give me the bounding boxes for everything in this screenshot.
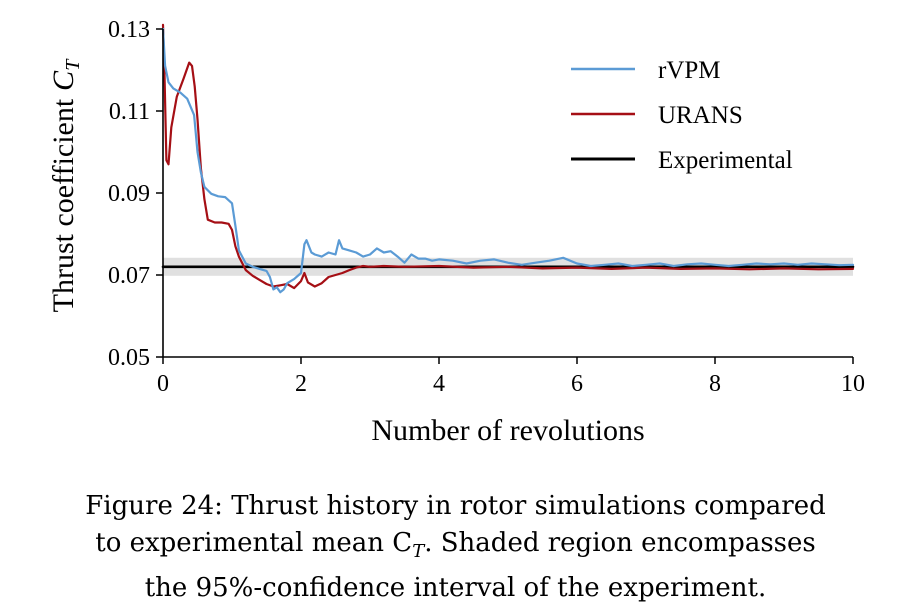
x-tick-label: 2 xyxy=(295,371,307,397)
x-axis-title: Number of revolutions xyxy=(371,414,644,447)
caption-line-2-start: to experimental mean C xyxy=(95,528,413,558)
figure-caption: Figure 24: Thrust history in rotor simul… xyxy=(0,488,911,607)
series-line-urans xyxy=(161,23,855,290)
y-axis-title: Thrust coefficient CT xyxy=(47,58,84,313)
axes-layer xyxy=(162,29,853,358)
legend-label-urans: URANS xyxy=(658,102,743,129)
x-tick-label: 10 xyxy=(841,371,865,397)
y-tick-label: 0.13 xyxy=(108,17,150,43)
caption-subscript: T xyxy=(412,541,425,563)
legend-label-rvpm: rVPM xyxy=(658,57,721,84)
series-layer xyxy=(161,23,855,294)
series-line-rvpm xyxy=(161,27,855,294)
chart: 0 2 4 6 8 10 0.05 0.07 0.09 0.11 0.13 Number of re… xyxy=(47,17,865,447)
y-tick-label: 0.11 xyxy=(109,99,150,125)
x-tick-label: 4 xyxy=(433,371,445,397)
caption-line-1: Figure 24: Thrust history in rotor simul… xyxy=(85,491,826,521)
y-axis-title-text: Thrust coefficient xyxy=(47,98,80,312)
y-axis-title-symbol: C xyxy=(47,70,80,91)
caption-line-3: the 95%-confidence interval of the exper… xyxy=(144,573,767,604)
x-tick-label: 8 xyxy=(709,371,721,397)
x-tick-label: 6 xyxy=(571,371,583,397)
tick-layer: 0 2 4 6 8 10 0.05 0.07 0.09 0.11 0.13 xyxy=(108,17,865,397)
y-tick-label: 0.07 xyxy=(108,263,150,289)
caption-line-2-end: . Shaded region encompasses xyxy=(424,528,816,558)
y-tick-label: 0.05 xyxy=(108,345,150,371)
x-tick-label: 0 xyxy=(157,371,169,397)
legend: rVPM URANS Experimental xyxy=(571,57,793,174)
y-tick-label: 0.09 xyxy=(108,181,150,207)
caption-line-2: to experimental mean CT. Shaded region e… xyxy=(0,525,911,570)
legend-label-experimental: Experimental xyxy=(658,147,793,174)
y-axis-title-subscript: T xyxy=(62,58,84,71)
